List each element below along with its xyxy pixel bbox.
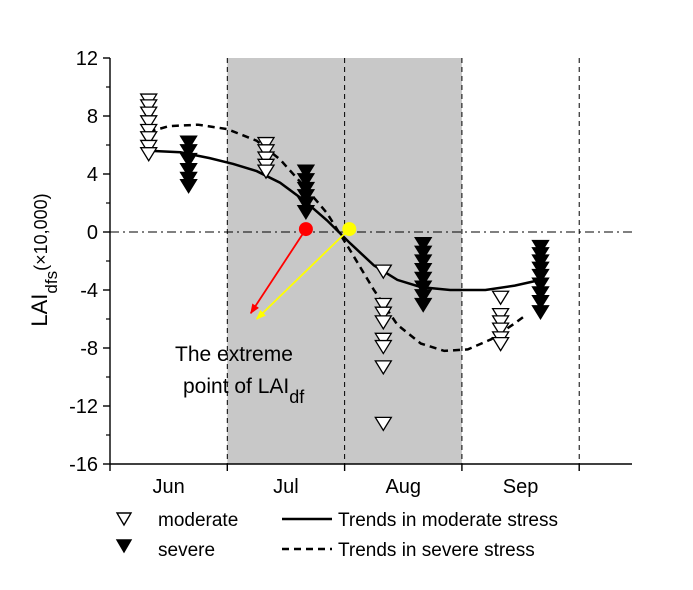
annotation-line2-main: point of LAI — [183, 375, 289, 398]
y-axis-label-main: LAI — [27, 294, 52, 327]
axes: 12 8 4 0 -4 -8 -12 -16 Jun Jul Aug Sep — [69, 48, 632, 498]
y-tick-label-4: -4 — [80, 280, 98, 302]
extreme-points — [250, 222, 357, 320]
extreme-point-0 — [298, 222, 313, 237]
annotation-line2-sub: df — [289, 387, 305, 407]
shaded-region-1 — [344, 58, 462, 464]
legend: moderate severe Trends in moderate stres… — [115, 510, 558, 561]
marker-moderate-13 — [374, 264, 393, 280]
marker-moderate-4 — [139, 123, 158, 139]
marker-severe-10 — [296, 196, 316, 212]
y-tick-label-7: -16 — [69, 454, 98, 476]
marker-severe-24 — [531, 268, 550, 284]
legend-label-moderate: moderate — [158, 510, 238, 531]
marker-moderate-26 — [491, 337, 510, 352]
trend-line-severe — [148, 123, 528, 353]
y-tick-label-6: -12 — [69, 396, 98, 418]
marker-severe-20 — [531, 239, 550, 255]
marker-severe-13 — [414, 245, 433, 261]
marker-severe-5 — [179, 178, 198, 194]
y-axis-label: LAIdfs(×10,000) — [27, 193, 61, 326]
marker-moderate-22 — [491, 308, 510, 323]
legend-label-trend-severe: Trends in severe stress — [338, 540, 535, 561]
marker-severe-4 — [179, 171, 198, 187]
annotation-line2: point of LAIdf — [183, 375, 305, 407]
marker-severe-11 — [296, 205, 316, 220]
marker-moderate-18 — [374, 339, 393, 355]
marker-moderate-16 — [374, 315, 393, 331]
marker-severe-1 — [179, 144, 198, 160]
extreme-point-1 — [342, 222, 357, 237]
marker-severe-27 — [531, 294, 550, 310]
marker-moderate-21 — [491, 290, 510, 306]
x-tick-label-0: Jun — [153, 476, 185, 498]
marker-severe-14 — [414, 254, 433, 270]
shaded-regions — [227, 58, 462, 464]
y-axis-label-suffix: (×10,000) — [31, 193, 51, 271]
marker-moderate-14 — [374, 297, 393, 313]
marker-moderate-23 — [491, 315, 510, 331]
legend-marker-moderate — [115, 512, 133, 527]
marker-severe-12 — [414, 236, 433, 252]
marker-moderate-17 — [374, 332, 393, 348]
marker-severe-15 — [414, 263, 433, 278]
marker-moderate-2 — [139, 106, 158, 122]
marker-severe-8 — [296, 181, 316, 197]
marker-severe-19 — [414, 297, 433, 313]
marker-moderate-1 — [139, 99, 158, 115]
marker-severe-6 — [296, 164, 316, 180]
marker-severe-28 — [531, 305, 550, 320]
marker-severe-18 — [414, 289, 433, 305]
trend-lines — [148, 123, 541, 353]
marker-severe-25 — [531, 277, 550, 293]
legend-marker-severe — [115, 539, 133, 554]
marker-moderate-8 — [256, 136, 276, 152]
data-points — [139, 93, 550, 432]
x-tick-label-3: Sep — [503, 476, 539, 498]
extreme-arrow-0 — [250, 228, 307, 315]
marker-moderate-24 — [491, 322, 510, 338]
y-tick-label-3: 0 — [87, 222, 98, 244]
marker-severe-17 — [414, 280, 433, 296]
x-tick-label-2: Aug — [385, 476, 421, 498]
marker-moderate-15 — [374, 306, 393, 322]
marker-severe-16 — [414, 271, 433, 287]
marker-severe-2 — [179, 152, 198, 168]
y-tick-label-2: 4 — [87, 164, 98, 186]
y-tick-label-1: 8 — [87, 106, 98, 128]
marker-moderate-7 — [139, 147, 158, 162]
marker-severe-22 — [531, 254, 550, 270]
y-axis-label-sub: dfs — [42, 271, 61, 294]
marker-moderate-5 — [139, 131, 158, 146]
marker-severe-23 — [531, 261, 550, 277]
marker-moderate-10 — [256, 151, 276, 167]
marker-severe-0 — [179, 135, 198, 151]
x-tick-label-1: Jul — [273, 476, 299, 498]
marker-moderate-6 — [139, 139, 158, 155]
marker-severe-9 — [296, 189, 316, 204]
marker-moderate-9 — [256, 144, 276, 160]
annotation-line1: The extreme — [175, 343, 293, 366]
y-tick-label-0: 12 — [76, 48, 98, 70]
marker-severe-21 — [531, 247, 550, 262]
marker-severe-3 — [179, 163, 198, 178]
extreme-arrow-1 — [255, 228, 350, 320]
marker-moderate-20 — [374, 416, 393, 432]
marker-moderate-3 — [139, 115, 158, 131]
marker-moderate-12 — [256, 164, 276, 180]
legend-label-trend-moderate: Trends in moderate stress — [338, 510, 558, 531]
y-tick-label-5: -8 — [80, 338, 98, 360]
marker-severe-26 — [531, 286, 550, 302]
marker-moderate-19 — [374, 360, 393, 376]
legend-label-severe: severe — [158, 540, 215, 561]
marker-severe-7 — [296, 173, 316, 189]
